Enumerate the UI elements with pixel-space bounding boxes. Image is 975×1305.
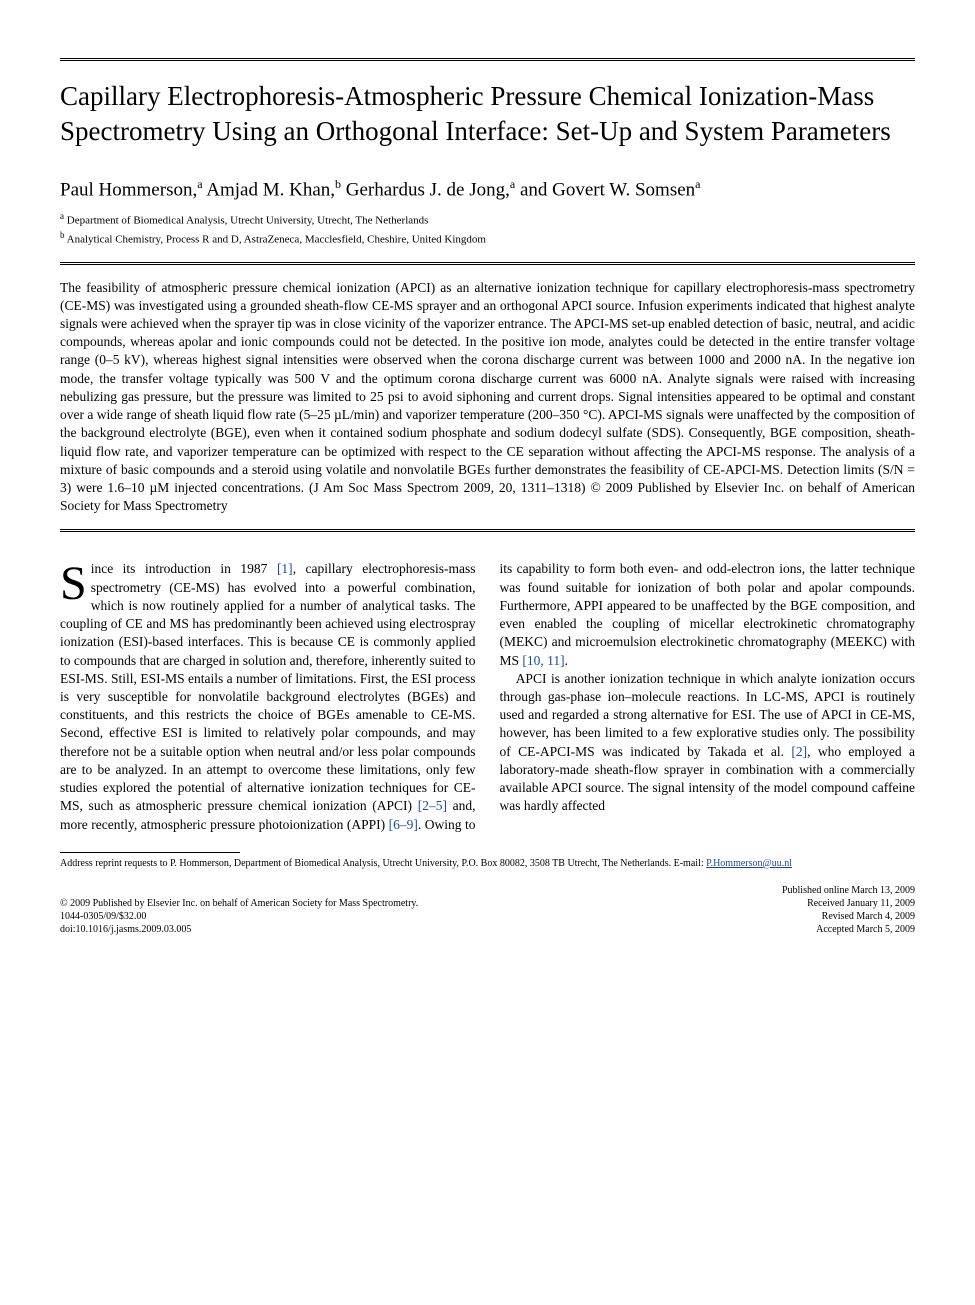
- published-date: Published online March 13, 2009: [782, 884, 915, 897]
- abstract-top-rule: [60, 262, 915, 265]
- copyright-line: © 2009 Published by Elsevier Inc. on beh…: [60, 897, 418, 910]
- reprint-email-link[interactable]: P.Hommerson@uu.nl: [706, 858, 792, 869]
- ref-link[interactable]: [1]: [277, 561, 293, 576]
- doi-line: doi:10.1016/j.jasms.2009.03.005: [60, 923, 418, 936]
- reprint-address: Address reprint requests to P. Hommerson…: [60, 852, 915, 870]
- abstract-bottom-rule: [60, 529, 915, 532]
- affiliations: a Department of Biomedical Analysis, Utr…: [60, 210, 915, 248]
- received-date: Received January 11, 2009: [782, 897, 915, 910]
- ref-link[interactable]: [2–5]: [418, 798, 447, 813]
- footer-rule: [60, 852, 240, 853]
- dropcap: S: [60, 560, 91, 605]
- article-title: Capillary Electrophoresis-Atmospheric Pr…: [60, 79, 915, 149]
- body-para-2: APCI is another ionization technique in …: [500, 670, 916, 816]
- dates-block: Published online March 13, 2009 Received…: [782, 884, 915, 936]
- accepted-date: Accepted March 5, 2009: [782, 923, 915, 936]
- abstract-text: The feasibility of atmospheric pressure …: [60, 279, 915, 516]
- copyright-block: © 2009 Published by Elsevier Inc. on beh…: [60, 897, 418, 936]
- ref-link[interactable]: [6–9]: [389, 817, 418, 832]
- page-footer: © 2009 Published by Elsevier Inc. on beh…: [60, 884, 915, 936]
- body-text: Since its introduction in 1987 [1], capi…: [60, 560, 915, 833]
- issn-price: 1044-0305/09/$32.00: [60, 910, 418, 923]
- revised-date: Revised March 4, 2009: [782, 910, 915, 923]
- ref-link[interactable]: [10, 11]: [522, 653, 564, 668]
- ref-link[interactable]: [2]: [791, 744, 807, 759]
- top-rule: [60, 58, 915, 61]
- author-list: Paul Hommerson,a Amjad M. Khan,b Gerhard…: [60, 177, 915, 201]
